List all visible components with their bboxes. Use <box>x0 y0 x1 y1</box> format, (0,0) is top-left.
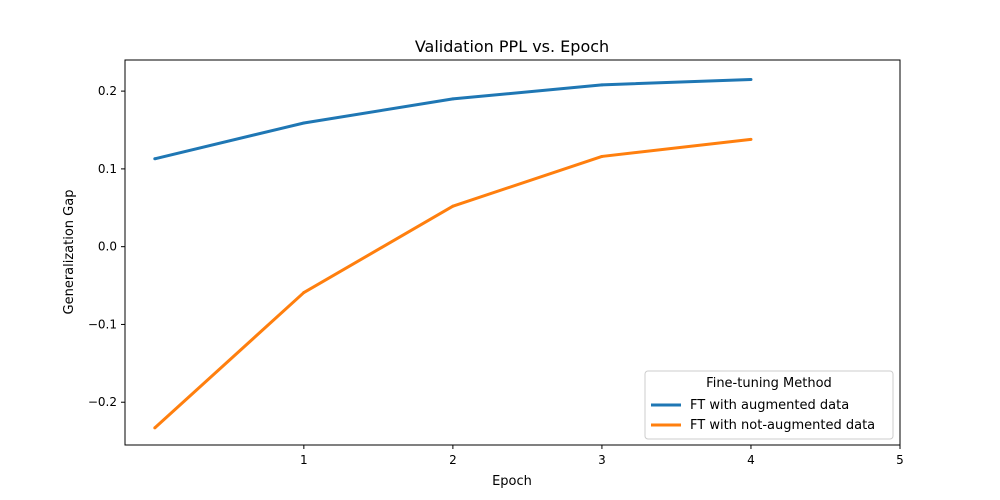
y-tick-label: 0.0 <box>98 240 117 254</box>
legend: Fine-tuning Method FT with augmented dat… <box>644 370 894 440</box>
data-point <box>302 121 306 125</box>
x-axis-ticks: 1 2 3 4 5 <box>300 445 904 467</box>
data-point <box>451 97 455 101</box>
legend-title: Fine-tuning Method <box>706 376 832 391</box>
y-tick-label: −0.2 <box>88 395 117 409</box>
data-point <box>153 157 157 161</box>
data-point <box>302 291 306 295</box>
legend-box <box>644 370 894 440</box>
legend-entry-augmented: FT with augmented data <box>690 398 849 413</box>
data-point <box>749 77 753 81</box>
x-axis-label: Epoch <box>492 474 532 489</box>
y-axis-label: Generalization Gap <box>62 190 77 315</box>
y-tick-label: −0.1 <box>88 317 117 331</box>
y-axis-ticks: −0.2 −0.1 0.0 0.1 0.2 <box>88 84 125 409</box>
legend-entry-not-augmented: FT with not-augmented data <box>690 418 875 433</box>
chart-title: Validation PPL vs. Epoch <box>415 37 609 56</box>
x-tick-label: 3 <box>598 453 606 467</box>
data-point <box>749 137 753 141</box>
y-tick-label: 0.2 <box>98 84 117 98</box>
data-point <box>600 154 604 158</box>
data-point <box>451 204 455 208</box>
x-tick-label: 4 <box>747 453 755 467</box>
data-point <box>600 83 604 87</box>
series-points <box>153 77 753 430</box>
y-tick-label: 0.1 <box>98 162 117 176</box>
data-point <box>153 426 157 430</box>
x-tick-label: 5 <box>896 453 904 467</box>
axes-frame <box>124 59 901 446</box>
x-tick-label: 1 <box>300 453 308 467</box>
x-tick-label: 2 <box>449 453 457 467</box>
